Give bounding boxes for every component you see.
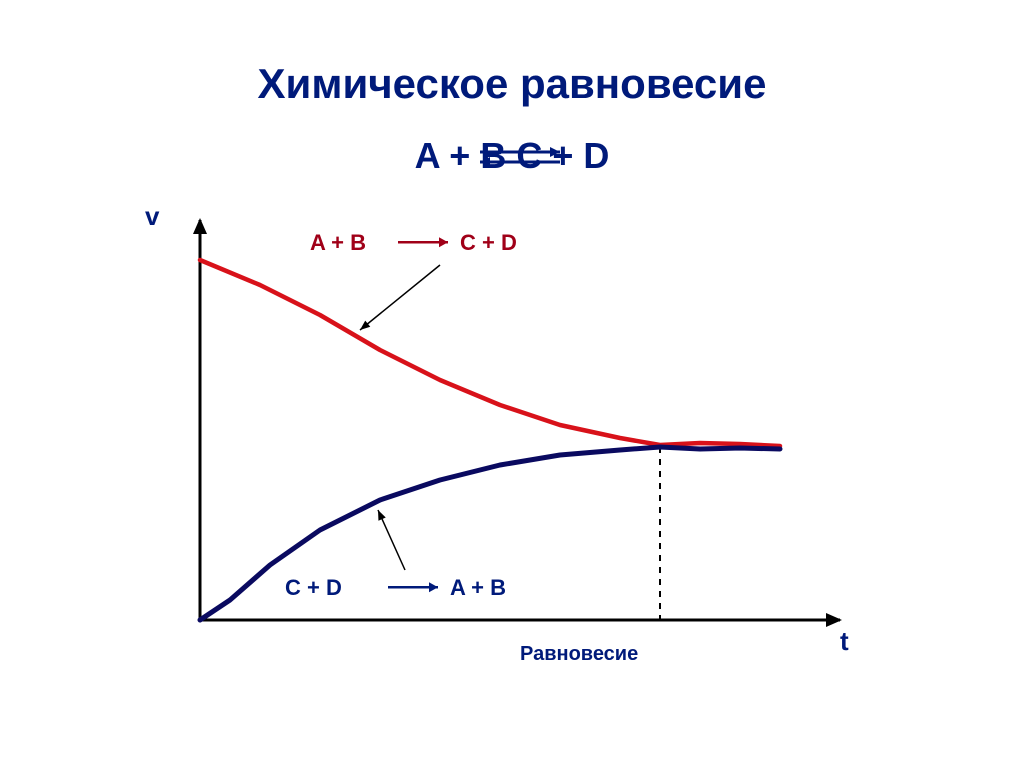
equilibrium-label: Равновесие bbox=[520, 643, 638, 665]
rate-chart: v t A + B C + D C + D A + B Равновесие bbox=[140, 200, 880, 690]
x-axis-label: t bbox=[840, 626, 849, 656]
forward-reaction-label: A + B C + D bbox=[310, 230, 517, 255]
svg-text:C + D: C + D bbox=[285, 575, 342, 600]
svg-text:A + B: A + B bbox=[450, 575, 506, 600]
pointer-arrow-forward bbox=[360, 265, 440, 330]
reverse-reaction-label: C + D A + B bbox=[285, 575, 506, 600]
svg-text:A + B: A + B bbox=[310, 230, 366, 255]
equilibrium-arrow-icon bbox=[0, 0, 1024, 200]
y-axis-label: v bbox=[145, 201, 160, 231]
slide: Химическое равновесие A + B C + D vtA + … bbox=[0, 0, 1024, 767]
pointer-arrow-reverse bbox=[378, 510, 405, 570]
forward-rate-curve bbox=[200, 260, 780, 446]
svg-text:C + D: C + D bbox=[460, 230, 517, 255]
